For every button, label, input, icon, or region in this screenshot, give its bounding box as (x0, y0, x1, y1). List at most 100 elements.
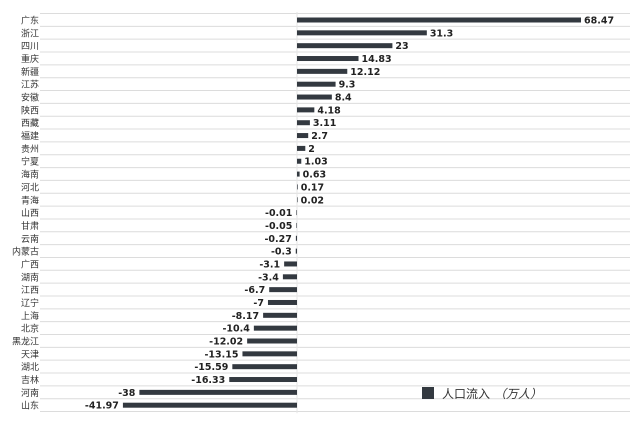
bar (297, 68, 348, 74)
bar (284, 261, 297, 267)
value-label: 0.63 (303, 170, 326, 181)
category-label: 安徽 (21, 92, 39, 104)
category-label: 湖南 (21, 271, 39, 283)
category-label: 辽宁 (21, 297, 39, 309)
category-label: 黑龙江 (12, 336, 39, 348)
value-label: 31.3 (430, 28, 453, 39)
bar (297, 171, 300, 177)
bar (297, 43, 393, 49)
value-label: 14.83 (362, 54, 392, 65)
category-label: 吉林 (21, 374, 39, 386)
value-label: 0.17 (301, 182, 324, 193)
bar (297, 17, 581, 23)
category-label: 山西 (21, 208, 39, 219)
category-label: 海南 (21, 169, 39, 181)
bar (269, 287, 297, 293)
bar (232, 364, 297, 370)
legend: 人口流入 （万人） (422, 387, 542, 401)
bar (282, 274, 297, 280)
value-label: -13.15 (204, 349, 238, 360)
value-label: -15.59 (194, 362, 228, 373)
value-label: 68.47 (584, 16, 614, 27)
bar (253, 325, 297, 331)
category-label: 贵州 (21, 143, 39, 155)
category-label: 四川 (21, 42, 39, 52)
category-label: 福建 (21, 130, 39, 142)
value-label: -3.1 (259, 259, 280, 270)
value-label: 3.11 (313, 118, 336, 129)
value-label: -3.4 (258, 272, 279, 283)
value-label: 2 (308, 144, 315, 155)
category-label: 浙江 (21, 27, 39, 39)
value-label: 0.02 (301, 195, 324, 206)
bar (295, 248, 297, 254)
bar (139, 389, 297, 395)
bar (297, 30, 427, 36)
category-label: 青海 (21, 194, 39, 206)
category-label: 西藏 (21, 117, 39, 129)
category-label: 山东 (21, 400, 39, 412)
svg-text:人口流入（万人）: 人口流入 （万人） (442, 387, 542, 401)
bar (297, 120, 310, 126)
bar (297, 56, 359, 62)
category-label: 江西 (21, 285, 39, 296)
bar (267, 299, 297, 305)
category-label: 湖北 (21, 362, 39, 373)
bar (263, 312, 297, 318)
bar (297, 94, 332, 100)
bar (297, 184, 298, 190)
category-label: 云南 (21, 233, 39, 245)
category-label: 上海 (21, 310, 39, 322)
value-label: -0.3 (271, 247, 292, 258)
category-label: 重庆 (21, 53, 39, 65)
value-label: 9.3 (339, 80, 356, 91)
value-label: -41.97 (85, 401, 119, 412)
value-label: -38 (118, 388, 136, 399)
bar (296, 222, 297, 228)
bar (242, 351, 297, 357)
bar (297, 145, 306, 151)
category-label: 内蒙古 (12, 246, 39, 258)
legend-unit: （万人） (494, 387, 542, 401)
value-label: 12.12 (350, 67, 380, 78)
value-label: -8.17 (232, 311, 259, 322)
value-label: -0.05 (265, 221, 292, 232)
legend-swatch (422, 387, 434, 399)
grid-lines (40, 12, 630, 414)
value-label: -12.02 (209, 337, 243, 348)
value-label: -7 (253, 298, 264, 309)
value-label: -16.33 (191, 375, 225, 386)
value-label: -0.01 (265, 208, 292, 219)
category-label: 宁夏 (21, 156, 39, 168)
bar (295, 235, 297, 241)
value-label: -0.27 (264, 234, 291, 245)
category-label: 新疆 (21, 66, 39, 78)
bar (296, 210, 297, 216)
category-label: 河北 (21, 181, 39, 193)
category-label: 陕西 (21, 104, 39, 116)
bar (229, 377, 297, 383)
bars (122, 17, 581, 408)
legend-label: 人口流入 (442, 387, 490, 401)
bar (297, 158, 302, 164)
value-label: 4.18 (317, 105, 341, 116)
category-label: 江苏 (21, 79, 39, 91)
category-labels: 广东浙江四川重庆新疆江苏安徽陕西西藏福建贵州宁夏海南河北青海山西甘肃云南内蒙古广… (12, 15, 39, 412)
category-label: 广西 (21, 258, 39, 270)
bar (122, 402, 297, 408)
value-label: 8.4 (335, 93, 352, 104)
category-label: 广东 (21, 15, 39, 27)
value-label: -6.7 (244, 285, 265, 296)
bar (297, 81, 336, 87)
bar (297, 197, 298, 203)
category-label: 河南 (21, 387, 39, 399)
category-label: 天津 (21, 349, 39, 360)
value-label: -10.4 (222, 324, 250, 335)
bar (297, 107, 315, 113)
value-label: 23 (395, 41, 408, 52)
category-label: 北京 (21, 323, 39, 335)
bar (297, 133, 309, 139)
value-label: 2.7 (311, 131, 328, 142)
